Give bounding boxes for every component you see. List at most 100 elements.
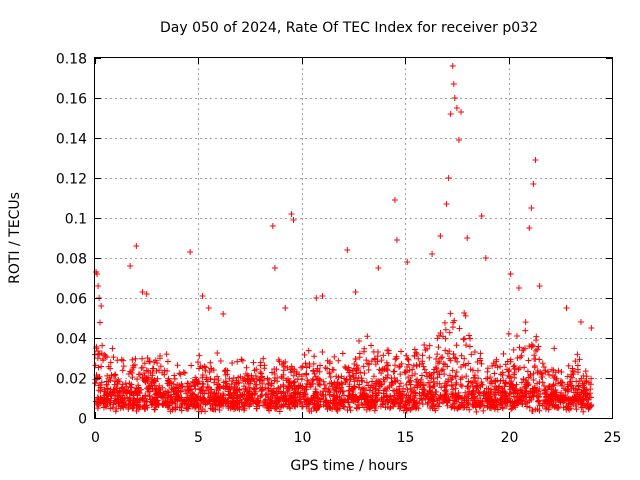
data-point (516, 364, 523, 371)
data-point (396, 390, 403, 397)
data-point (371, 407, 378, 414)
data-point (275, 356, 282, 363)
data-point (237, 394, 244, 401)
data-point (464, 383, 471, 390)
data-point (576, 391, 583, 398)
data-point (429, 403, 436, 410)
data-point (530, 376, 537, 383)
data-point (333, 387, 340, 394)
data-point (453, 342, 460, 349)
data-point (480, 407, 487, 414)
data-point (415, 355, 422, 362)
data-point (437, 355, 444, 362)
x-tick-label: 20 (501, 430, 519, 446)
data-point (125, 371, 132, 378)
data-point (459, 374, 466, 381)
data-point (442, 361, 449, 368)
tick-layer: 0 5 10 15 20 25 0 0.02 0.04 0.06 0.08 0.1 0.12 0.14 0.… (56, 52, 622, 447)
data-point (374, 353, 381, 360)
data-point (463, 373, 470, 380)
data-point (424, 345, 431, 352)
data-point (120, 399, 127, 406)
data-point (531, 364, 538, 371)
data-point (104, 385, 111, 392)
data-point (405, 374, 412, 381)
data-point (532, 355, 539, 362)
data-point (482, 255, 489, 261)
data-point (214, 373, 221, 380)
data-point (581, 380, 588, 387)
x-tick-label: 0 (91, 430, 100, 446)
data-point (227, 391, 234, 398)
data-point (151, 377, 158, 384)
data-point (389, 379, 396, 386)
data-point (451, 400, 458, 407)
data-point (304, 398, 311, 405)
data-point (474, 367, 481, 374)
data-point (206, 394, 213, 401)
data-point (466, 343, 473, 350)
data-point (587, 402, 594, 409)
data-point (446, 329, 453, 336)
data-point (97, 319, 104, 326)
data-point (189, 391, 196, 398)
data-point (305, 347, 312, 354)
data-point (516, 394, 523, 401)
data-point (519, 390, 526, 397)
data-point (139, 395, 146, 402)
data-point (434, 351, 441, 358)
data-point (436, 358, 443, 365)
data-point (550, 372, 557, 379)
data-point (393, 353, 400, 360)
data-point (98, 379, 105, 386)
data-point (548, 397, 555, 404)
data-point (420, 363, 427, 370)
data-point (319, 293, 326, 299)
data-point (497, 363, 504, 370)
data-point (141, 402, 148, 409)
data-point (576, 378, 583, 385)
data-point (101, 394, 108, 401)
data-point (414, 384, 421, 391)
data-point (418, 376, 425, 383)
data-point (283, 398, 290, 405)
data-point (435, 344, 442, 351)
data-point (408, 405, 415, 412)
data-point (188, 362, 195, 369)
data-point (474, 384, 481, 391)
data-point (488, 378, 495, 385)
data-point (284, 383, 291, 390)
data-point (411, 352, 418, 359)
data-point (230, 374, 237, 381)
data-point (94, 271, 101, 277)
data-point (95, 283, 102, 289)
data-point (513, 387, 520, 394)
data-point (564, 373, 571, 380)
data-point (301, 351, 308, 358)
data-point (522, 383, 529, 390)
data-point (269, 388, 276, 395)
data-point (144, 354, 151, 361)
data-point (375, 389, 382, 396)
data-point (577, 397, 584, 404)
data-point (363, 379, 370, 386)
data-point (532, 347, 539, 354)
data-point (298, 376, 305, 383)
data-point (508, 378, 515, 385)
data-point (426, 342, 433, 349)
data-point (327, 374, 334, 381)
data-point (455, 137, 462, 143)
data-point (571, 396, 578, 403)
data-point (484, 391, 491, 398)
data-point (536, 402, 543, 409)
y-tick-label: 0.16 (56, 92, 87, 108)
data-point (294, 391, 301, 398)
data-point (222, 367, 229, 374)
data-point (151, 406, 158, 413)
data-point (479, 381, 486, 388)
data-point (148, 376, 155, 383)
data-point (518, 379, 525, 386)
data-point (510, 346, 517, 353)
data-point (290, 217, 297, 223)
data-point (560, 396, 567, 403)
